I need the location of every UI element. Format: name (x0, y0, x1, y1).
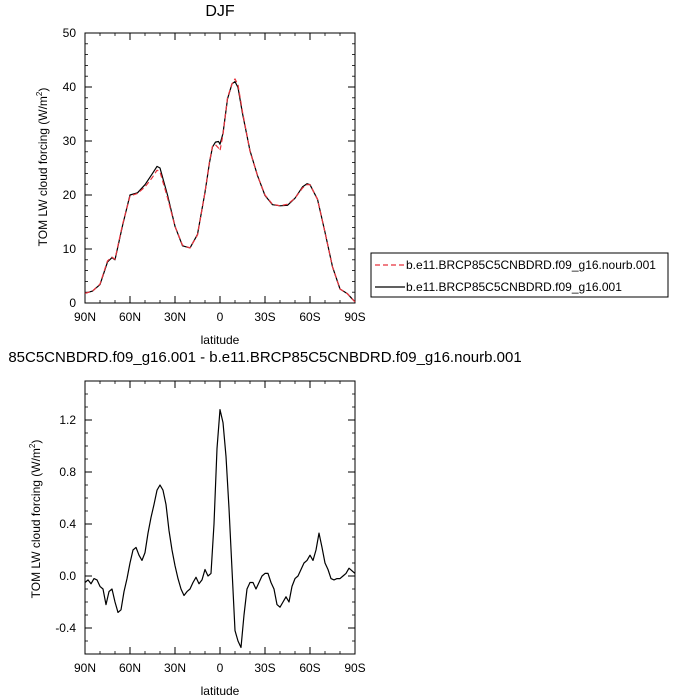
bottom-series-line-0 (84, 409, 356, 649)
top-y-tick-label: 40 (63, 80, 77, 94)
top-y-tick-label: 20 (63, 188, 77, 202)
bottom-series-lines (84, 409, 356, 649)
top-x-axis-label: latitude (201, 333, 240, 347)
top-series-line-1 (84, 78, 356, 303)
top-y-tick-label: 10 (63, 242, 77, 256)
bottom-x-tick-label: 90N (74, 661, 96, 675)
bottom-x-axis-label: latitude (201, 684, 240, 698)
legend: b.e11.BRCP85C5CNBDRD.f09_g16.nourb.001 b… (370, 252, 669, 298)
top-x-tick-label: 90N (74, 310, 96, 324)
top-y-tick-label: 0 (69, 296, 76, 310)
legend-label-control: b.e11.BRCP85C5CNBDRD.f09_g16.001 (406, 280, 622, 294)
top-x-tick-label: 60N (119, 310, 141, 324)
top-series-line-0 (84, 80, 356, 303)
bottom-x-tick-label: 60S (299, 661, 320, 675)
bottom-y-axis-label: TOM LW cloud forcing (W/m2) (28, 440, 43, 599)
bottom-y-tick-label: 0.0 (59, 569, 76, 583)
bottom-chart-title: 85C5CNBDRD.f09_g16.001 - b.e11.BRCP85C5C… (8, 349, 521, 366)
bottom-x-tick-label: 60N (119, 661, 141, 675)
bottom-y-tick-label: 0.8 (59, 465, 76, 479)
top-x-tick-label: 90S (344, 310, 365, 324)
top-x-tick-label: 30N (164, 310, 186, 324)
top-x-tick-label: 30S (254, 310, 275, 324)
bottom-x-tick-label: 30S (254, 661, 275, 675)
bottom-y-tick-label: -0.4 (55, 621, 76, 635)
bottom-y-tick-label: 0.4 (59, 517, 76, 531)
legend-box (370, 252, 669, 298)
bottom-plot-frame (84, 380, 356, 655)
bottom-x-tick-label: 30N (164, 661, 186, 675)
top-axes: 90N 60N 30N 0 30S 60S 90S 0 10 20 30 40 50 (63, 26, 366, 324)
top-series-lines (84, 78, 356, 303)
bottom-x-tick-label: 0 (217, 661, 224, 675)
top-chart-title: DJF (205, 3, 235, 20)
bottom-y-tick-label: 1.2 (59, 413, 76, 427)
top-y-axis-label: TOM LW cloud forcing (W/m2) (35, 88, 50, 247)
top-plot-frame (84, 32, 356, 304)
top-x-tick-label: 60S (299, 310, 320, 324)
bottom-panel: 85C5CNBDRD.f09_g16.001 - b.e11.BRCP85C5C… (8, 349, 521, 698)
legend-label-nourb: b.e11.BRCP85C5CNBDRD.f09_g16.nourb.001 (406, 258, 656, 272)
top-panel: DJF 90N 60N 30N 0 30S 60S 90S 0 10 20 30 40 50 latit… (35, 3, 669, 347)
top-y-tick-label: 30 (63, 134, 77, 148)
bottom-axes: 90N 60N 30N 0 30S 60S 90S -0.4 0.0 0.4 0.8 1.2 (55, 380, 366, 675)
top-x-tick-label: 0 (217, 310, 224, 324)
bottom-x-tick-label: 90S (344, 661, 365, 675)
top-y-tick-label: 50 (63, 26, 77, 40)
